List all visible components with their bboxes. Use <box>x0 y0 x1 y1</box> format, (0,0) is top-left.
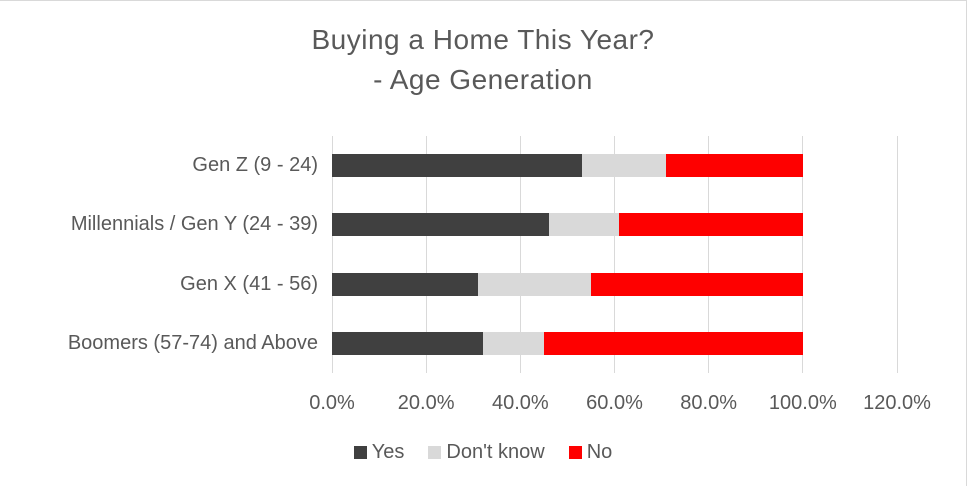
bar-segment-don-t-know <box>477 272 591 296</box>
stacked-bar-millennials-gen-y-24-39 <box>332 213 897 237</box>
bar-segment-no <box>666 154 803 178</box>
x-axis-label-80: 80.0% <box>680 392 738 414</box>
legend-swatch-yes-icon <box>353 446 367 459</box>
plot-area <box>331 136 898 373</box>
stacked-bar-gen-z-9-24 <box>332 154 897 178</box>
bar-row-gen-z-9-24 <box>332 136 897 195</box>
bar-segment-don-t-know <box>548 213 620 237</box>
x-axis-label-0: 0.0% <box>309 392 355 414</box>
bar-segment-yes <box>332 331 483 355</box>
bar-segment-don-t-know <box>482 331 544 355</box>
chart-title: Buying a Home This Year? - Age Generatio… <box>0 20 966 100</box>
bar-segment-no <box>543 331 803 355</box>
bar-row-boomers-57-74-and-above <box>332 314 897 373</box>
x-gridline-60 <box>614 136 615 373</box>
bar-segment-yes <box>332 154 582 178</box>
bar-segment-don-t-know <box>581 154 667 178</box>
legend: Yes Don't know No <box>0 441 966 464</box>
legend-label-yes: Yes <box>371 441 405 463</box>
legend-swatch-don-t-know-icon <box>428 446 442 459</box>
legend-item-don-t-know: Don't know <box>428 441 545 464</box>
bar-rows <box>332 136 897 373</box>
legend-swatch-no-icon <box>568 446 582 459</box>
bar-row-millennials-gen-y-24-39 <box>332 195 897 254</box>
x-axis-label-40: 40.0% <box>491 392 549 414</box>
x-axis-label-60: 60.0% <box>586 392 643 414</box>
bar-row-gen-x-41-56 <box>332 255 897 314</box>
category-label-gen-z-9-24: Gen Z (9 - 24) <box>192 154 318 177</box>
x-gridline-40 <box>519 136 521 373</box>
x-axis-label-120: 120.0% <box>863 392 931 414</box>
bar-segment-yes <box>332 272 478 296</box>
bar-segment-no <box>619 213 803 237</box>
stacked-bar-boomers-57-74-and-above <box>332 331 897 355</box>
x-gridline-100 <box>802 136 804 373</box>
stacked-bar-gen-x-41-56 <box>332 272 897 296</box>
x-gridline-20 <box>425 136 427 373</box>
value-axis: 0.0% 20.0% 40.0% 60.0% 80.0% 100.0% 120.0% <box>309 392 931 418</box>
x-axis-label-20: 20.0% <box>397 392 455 414</box>
bar-segment-yes <box>332 213 549 237</box>
legend-label-don-t-know: Don't know <box>446 441 545 463</box>
gridlines <box>331 136 898 373</box>
x-gridline-0 <box>331 136 333 373</box>
category-axis: Gen Z (9 - 24) Millennials / Gen Y (24 - … <box>0 136 318 373</box>
x-gridline-120 <box>896 136 898 373</box>
category-label-millennials-gen-y-24-39: Millennials / Gen Y (24 - 39) <box>70 213 318 236</box>
chart-title-line-2: - Age Generation <box>373 64 593 95</box>
chart-title-line-1: Buying a Home This Year? <box>311 24 655 55</box>
category-label-gen-x-41-56: Gen X (41 - 56) <box>180 272 318 295</box>
x-gridline-80 <box>708 136 710 373</box>
bar-segment-no <box>590 272 803 296</box>
legend-label-no: No <box>586 441 613 463</box>
legend-item-no: No <box>568 441 613 464</box>
category-label-boomers-57-74-and-above: Boomers (57-74) and Above <box>67 331 318 354</box>
x-axis-label-100: 100.0% <box>768 392 837 414</box>
legend-item-yes: Yes <box>353 441 405 464</box>
